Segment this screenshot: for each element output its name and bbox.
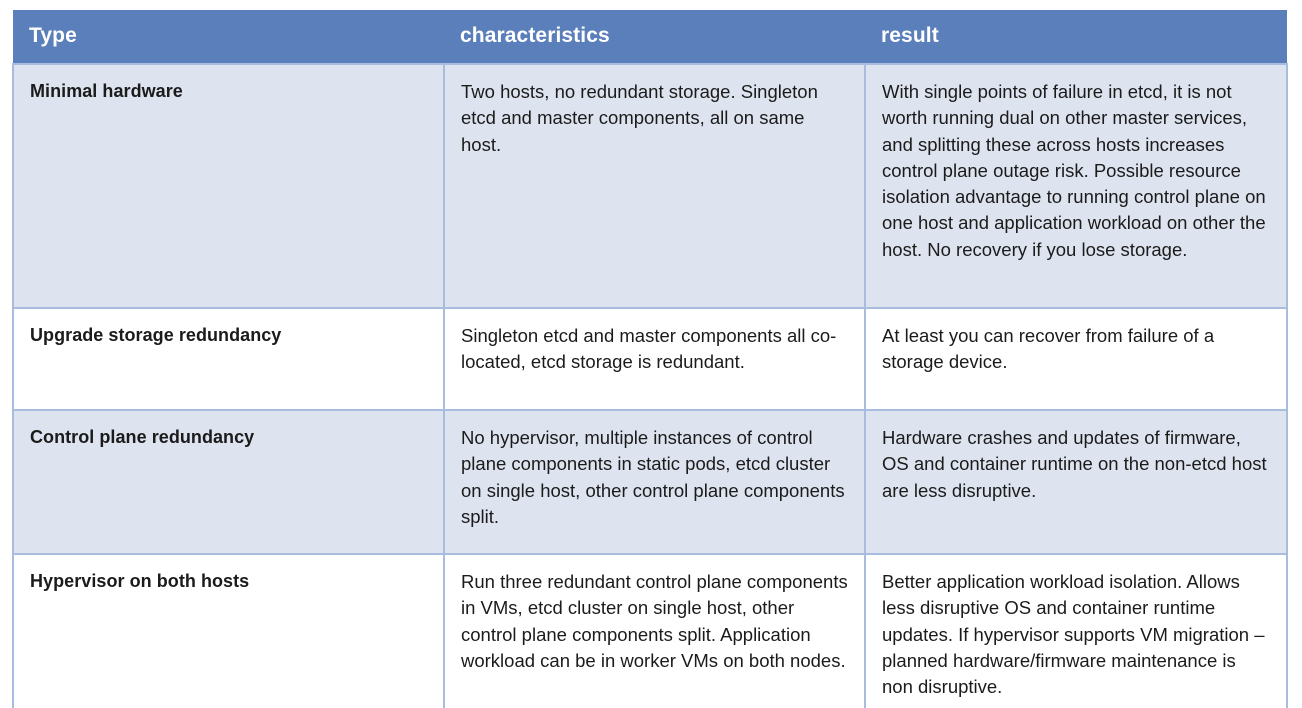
- cell-result-text: Hardware crashes and updates of firmware…: [882, 427, 1267, 501]
- column-header-result: result: [865, 10, 1287, 65]
- table-row: Minimal hardware Two hosts, no redundant…: [12, 63, 1288, 310]
- cell-characteristics: Run three redundant control plane compon…: [443, 553, 866, 708]
- cell-characteristics-text: Run three redundant control plane compon…: [461, 571, 848, 671]
- cell-type-text: Upgrade storage redundancy: [30, 325, 282, 346]
- table-header: Type characteristics result: [13, 10, 1287, 65]
- cell-type: Minimal hardware: [12, 63, 445, 310]
- cell-characteristics: Two hosts, no redundant storage. Singlet…: [443, 63, 866, 310]
- cell-characteristics: Singleton etcd and master components all…: [443, 307, 866, 412]
- cell-characteristics-text: No hypervisor, multiple instances of con…: [461, 427, 845, 527]
- cell-type: Upgrade storage redundancy: [12, 307, 445, 412]
- cell-result-text: At least you can recover from failure of…: [882, 325, 1215, 373]
- table-row: Control plane redundancy No hypervisor, …: [12, 409, 1288, 556]
- cell-result: At least you can recover from failure of…: [864, 307, 1288, 412]
- cell-result: Hardware crashes and updates of firmware…: [864, 409, 1288, 556]
- cell-type-text: Minimal hardware: [30, 81, 183, 102]
- column-header-type: Type: [13, 10, 444, 65]
- comparison-table-container: Type characteristics result Minimal hard…: [12, 10, 1288, 708]
- cell-type-text: Control plane redundancy: [30, 427, 255, 448]
- cell-characteristics: No hypervisor, multiple instances of con…: [443, 409, 866, 556]
- comparison-table: Type characteristics result Minimal hard…: [12, 10, 1288, 708]
- table-row: Upgrade storage redundancy Singleton etc…: [12, 307, 1288, 412]
- table-body: Minimal hardware Two hosts, no redundant…: [12, 63, 1288, 708]
- table-row: Hypervisor on both hosts Run three redun…: [12, 553, 1288, 708]
- cell-result: Better application workload isolation. A…: [864, 553, 1288, 708]
- table-header-row: Type characteristics result: [13, 10, 1287, 65]
- column-header-characteristics: characteristics: [444, 10, 865, 65]
- cell-type: Control plane redundancy: [12, 409, 445, 556]
- cell-characteristics-text: Two hosts, no redundant storage. Singlet…: [461, 81, 818, 155]
- cell-result-text: With single points of failure in etcd, i…: [882, 81, 1266, 260]
- cell-type: Hypervisor on both hosts: [12, 553, 445, 708]
- cell-type-text: Hypervisor on both hosts: [30, 571, 250, 592]
- cell-characteristics-text: Singleton etcd and master components all…: [461, 325, 837, 373]
- cell-result: With single points of failure in etcd, i…: [864, 63, 1288, 310]
- cell-result-text: Better application workload isolation. A…: [882, 571, 1265, 698]
